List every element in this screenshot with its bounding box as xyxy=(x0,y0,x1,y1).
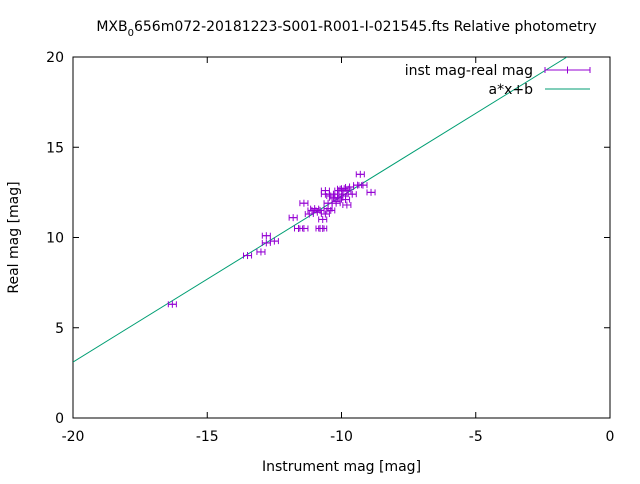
data-point xyxy=(347,190,357,198)
data-point xyxy=(167,300,177,308)
labels-layer: -20 -15 -10 -5 005101520MXB0656m072-20181223… xyxy=(6,19,614,475)
data-point xyxy=(299,199,309,207)
data-point xyxy=(261,232,271,240)
data-point xyxy=(261,239,271,247)
y-tick-label: 20 xyxy=(46,50,64,66)
legend-label-points: inst mag-real mag xyxy=(405,63,533,79)
data-point xyxy=(299,224,309,232)
data-point xyxy=(318,215,328,223)
data-point xyxy=(269,237,279,245)
data-point xyxy=(320,210,330,218)
y-tick-label: 0 xyxy=(55,411,64,427)
data-point xyxy=(320,187,330,195)
x-tick-label: -20 xyxy=(62,429,85,445)
legend-label-fit: a*x+b xyxy=(489,82,534,98)
data-point xyxy=(323,199,333,207)
data-point xyxy=(256,248,266,256)
points-layer xyxy=(167,170,376,308)
title-rest: 656m072-20181223-S001-R001-I-021545.fts … xyxy=(134,19,597,35)
x-tick-label: -5 xyxy=(469,429,483,445)
data-point xyxy=(342,201,352,209)
title-subscript: 0 xyxy=(128,28,134,39)
legend: inst mag-real mag a*x+b xyxy=(405,63,591,98)
plot-frame xyxy=(72,56,611,419)
data-point xyxy=(342,187,352,195)
y-tick-label: 10 xyxy=(46,231,64,247)
y-tick-label: 5 xyxy=(55,321,64,337)
title-prefix: MXB xyxy=(96,19,127,35)
data-point xyxy=(358,181,368,189)
chart-title: MXB0656m072-20181223-S001-R001-I-021545.… xyxy=(96,19,596,39)
x-tick-label: -15 xyxy=(196,429,219,445)
data-point xyxy=(366,188,376,196)
data-point xyxy=(355,170,365,178)
x-tick-label: -10 xyxy=(330,429,353,445)
data-point xyxy=(318,224,328,232)
data-point xyxy=(331,199,341,207)
y-tick-label: 15 xyxy=(46,140,64,156)
data-point xyxy=(288,214,298,222)
y-axis-label: Real mag [mag] xyxy=(6,181,22,293)
data-point xyxy=(341,196,351,204)
x-axis-label: Instrument mag [mag] xyxy=(262,459,421,475)
data-point xyxy=(326,206,336,214)
data-point xyxy=(242,252,253,260)
x-tick-label: 0 xyxy=(606,429,615,445)
axes-layer xyxy=(72,56,611,419)
